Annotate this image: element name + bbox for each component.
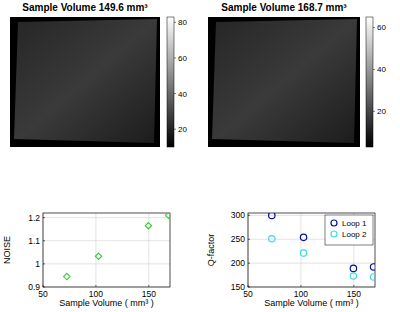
point — [269, 236, 275, 242]
colorbar-tick — [174, 22, 176, 23]
image-panel: Sample Volume 168.7 mm³ 20 40 60 — [208, 2, 386, 147]
plot-frame — [43, 213, 170, 287]
colorbar-tick-label: 80 — [178, 18, 187, 27]
y-tick-label: 300 — [231, 210, 245, 220]
y-axis-label: Q-factor — [206, 234, 216, 267]
y-tick-label: 0.9 — [28, 282, 40, 292]
colorbar-tick-label: 40 — [377, 65, 386, 74]
grid-line — [148, 213, 149, 287]
y-tick-label: 1 — [35, 259, 40, 269]
panel-title: Sample Volume 149.6 mm³ — [22, 2, 148, 13]
legend-label: Loop 2 — [342, 230, 367, 239]
marks — [64, 213, 170, 280]
grid-line — [43, 240, 170, 241]
colorbar-tick-label: 40 — [178, 90, 187, 99]
plot-area — [248, 213, 375, 287]
point — [145, 223, 151, 229]
point — [370, 264, 375, 270]
colorbar — [167, 17, 174, 147]
point — [370, 274, 375, 280]
y-tick-label: 1.1 — [28, 236, 40, 246]
y-tick-label: 250 — [231, 234, 245, 244]
y-tick-label: 1.2 — [28, 213, 40, 223]
legend-marker — [331, 231, 337, 237]
x-axis-label: Sample Volume ( mm³ ) — [59, 298, 154, 308]
colorbar-tick-label: 60 — [178, 54, 187, 63]
colorbar-tick — [174, 57, 176, 58]
scatter-panel: 501001500.911.11.2Sample Volume ( mm³ )N… — [2, 212, 172, 308]
colorbar-tick — [373, 69, 375, 70]
colorbar-tick-label: 20 — [178, 125, 187, 134]
panel-title: Sample Volume 168.7 mm³ — [221, 2, 347, 13]
legend: Loop 1 Loop 2 — [325, 215, 373, 245]
image — [14, 19, 157, 143]
grid-line — [95, 213, 96, 287]
plot-frame — [248, 213, 375, 287]
grid-line — [43, 263, 170, 264]
point — [95, 253, 101, 259]
point — [350, 265, 356, 271]
legend-marker — [331, 220, 337, 226]
grid-line — [43, 217, 170, 218]
point — [64, 273, 70, 279]
colorbar-tick — [373, 27, 375, 28]
image-background — [208, 17, 360, 147]
point — [269, 213, 275, 219]
x-axis-label: Sample Volume ( mm³ ) — [264, 298, 359, 308]
point — [165, 213, 170, 219]
point — [350, 273, 356, 279]
point — [300, 234, 306, 240]
image-background — [10, 17, 160, 147]
plot-area — [43, 213, 170, 287]
colorbar-tick — [373, 111, 375, 112]
legend-box — [325, 215, 373, 245]
y-tick-label: 150 — [231, 282, 245, 292]
point — [300, 250, 306, 256]
grid-line — [300, 213, 301, 287]
figure: Sample Volume 149.6 mm³20406080Sample Vo… — [0, 0, 400, 312]
colorbar-tick-label: 20 — [377, 107, 386, 116]
scatter-panel: 50100150150200250300Sample Volume ( mm³ … — [206, 210, 377, 308]
image-panel: Sample Volume 149.6 mm³ 20 40 60 80 — [10, 2, 187, 147]
y-tick-label: 200 — [231, 258, 245, 268]
colorbar-tick — [174, 129, 176, 130]
colorbar-tick-label: 60 — [377, 23, 386, 32]
legend-label: Loop 1 — [342, 219, 367, 228]
colorbar — [366, 17, 373, 147]
marks — [269, 213, 375, 280]
y-axis-label: NOISE — [2, 236, 12, 264]
colorbar-tick — [174, 93, 176, 94]
grid-line — [248, 263, 375, 264]
image — [212, 19, 357, 143]
